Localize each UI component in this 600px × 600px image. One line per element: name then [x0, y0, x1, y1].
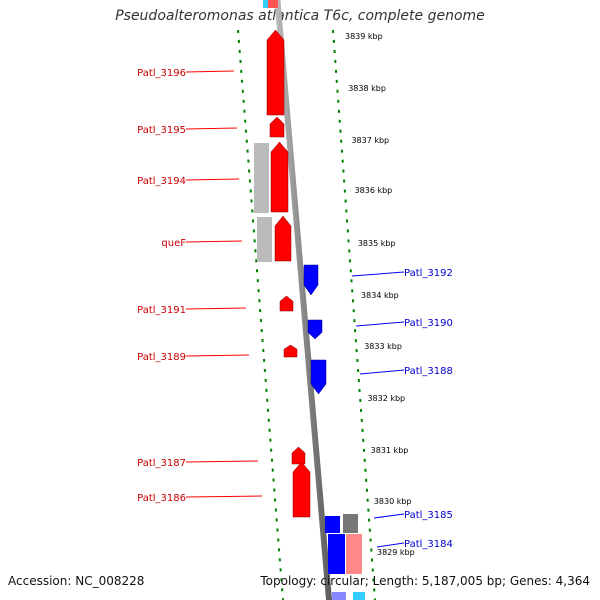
genome-title: Pseudoalteromonas atlantica T6c, complet… [115, 8, 485, 24]
leader-line [376, 542, 405, 548]
kbp-tick-label: 3830 kbp [374, 497, 412, 506]
gene-label-patl3186[interactable]: Patl_3186 [137, 493, 186, 504]
gene-label-patl3195[interactable]: Patl_3195 [137, 125, 186, 136]
kbp-tick-label: 3832 kbp [367, 394, 405, 403]
gene-label-patl3185[interactable]: Patl_3185 [404, 510, 453, 521]
leader-line [185, 307, 247, 310]
kbp-tick-label: 3831 kbp [371, 446, 409, 455]
gene-label-patl3192[interactable]: Patl_3192 [404, 268, 453, 279]
kbp-tick-label: 3838 kbp [348, 84, 386, 93]
gene-strip[interactable] [346, 534, 362, 574]
gene-strip[interactable] [353, 592, 365, 600]
gene-label-patl3184[interactable]: Patl_3184 [404, 539, 453, 550]
kbp-tick-label: 3839 kbp [345, 32, 383, 41]
gene-patl3185[interactable] [325, 516, 340, 533]
ruler-left [237, 29, 284, 600]
gene-patl3195[interactable] [269, 116, 285, 138]
gene-label-patl3188[interactable]: Patl_3188 [404, 366, 453, 377]
gene-patl3192[interactable] [303, 264, 319, 296]
leader-line [185, 70, 235, 73]
pseudogene[interactable] [254, 143, 269, 213]
gene-patl3186[interactable] [292, 461, 311, 518]
gene-strip[interactable] [268, 0, 278, 8]
genome-backbone [274, 0, 333, 600]
kbp-tick-label: 3835 kbp [358, 239, 396, 248]
leader-line [359, 369, 405, 375]
leader-line [185, 460, 259, 463]
kbp-tick-label: 3833 kbp [364, 342, 402, 351]
gene-strip[interactable] [263, 0, 268, 8]
kbp-tick-label: 3829 kbp [377, 548, 415, 557]
kbp-tick-label: 3836 kbp [355, 186, 393, 195]
gene-strip[interactable] [343, 514, 358, 533]
leader-line [185, 495, 263, 498]
leader-line [185, 354, 250, 357]
gene-patl3187[interactable] [291, 446, 306, 465]
pseudogene[interactable] [257, 217, 272, 262]
gene-label-patl3190[interactable]: Patl_3190 [404, 318, 453, 329]
leader-line [351, 271, 405, 277]
leader-line [373, 513, 405, 519]
gene-label-patl3191[interactable]: Patl_3191 [137, 305, 186, 316]
gene-patl3191[interactable] [279, 295, 294, 312]
gene-strip[interactable] [332, 592, 346, 600]
leader-line [185, 127, 238, 130]
gene-label-patl3189[interactable]: Patl_3189 [137, 352, 186, 363]
leader-line [185, 240, 243, 243]
gene-quef[interactable] [274, 215, 292, 262]
gene-label-quef[interactable]: queF [161, 238, 186, 249]
gene-patl3189[interactable] [283, 344, 298, 358]
gene-patl3188[interactable] [310, 359, 327, 395]
leader-line [355, 321, 405, 327]
gene-patl3190[interactable] [307, 319, 323, 340]
kbp-tick-label: 3834 kbp [361, 291, 399, 300]
accession-text: Accession: NC_008228 [8, 574, 145, 588]
leader-line [185, 178, 240, 181]
topology-text: Topology: circular; Length: 5,187,005 bp… [260, 574, 590, 588]
kbp-tick-label: 3837 kbp [351, 136, 389, 145]
gene-label-patl3196[interactable]: Patl_3196 [137, 68, 186, 79]
gene-patl3196[interactable] [266, 29, 285, 116]
gene-patl3184[interactable] [328, 534, 345, 574]
gene-label-patl3194[interactable]: Patl_3194 [137, 176, 186, 187]
gene-patl3194[interactable] [270, 141, 289, 213]
gene-label-patl3187[interactable]: Patl_3187 [137, 458, 186, 469]
